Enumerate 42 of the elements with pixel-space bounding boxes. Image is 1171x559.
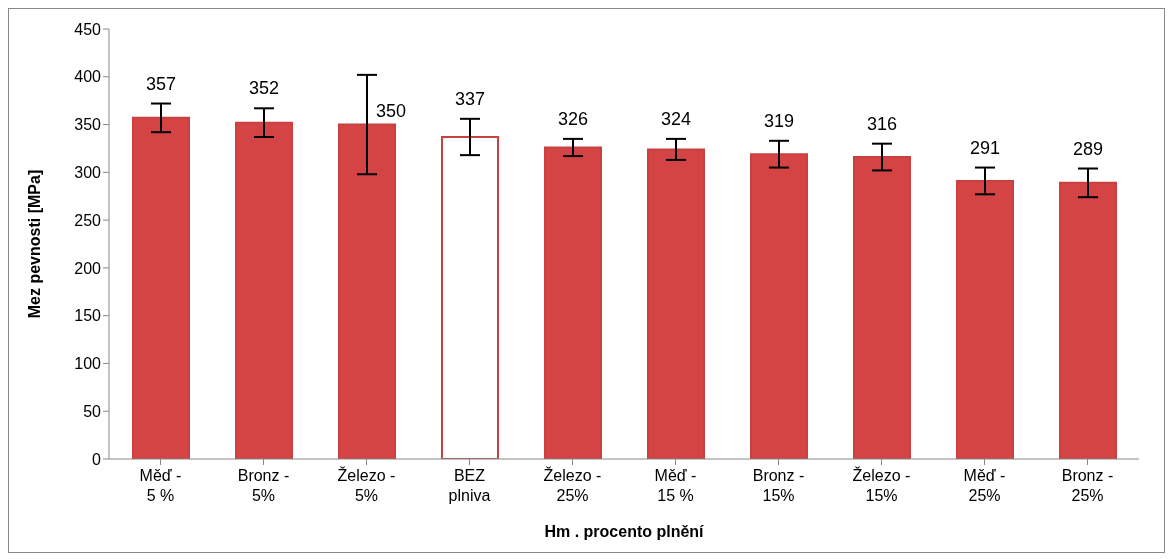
x-tick-label: Železo - 15% (852, 466, 911, 504)
bar (956, 179, 1014, 459)
data-label: 291 (969, 137, 1001, 158)
bar (647, 148, 705, 459)
x-tick-label: BEZ plniva (448, 467, 491, 504)
data-label: 352 (248, 78, 280, 99)
bar (338, 123, 396, 459)
y-tick-label: 400 (74, 68, 102, 86)
bar (235, 121, 293, 459)
x-tick-label: Měď - 5 % (139, 467, 182, 504)
y-tick-label: 350 (74, 116, 102, 134)
data-label: 350 (375, 100, 407, 121)
x-axis-title: Hm . procento plnění (544, 523, 705, 540)
x-tick-label: Bronz - 5% (237, 467, 290, 504)
data-label: 324 (660, 108, 692, 129)
bar (750, 153, 808, 459)
data-label: 316 (866, 113, 898, 134)
y-axis-title: Mez pevnosti [MPa] (25, 169, 43, 319)
bar (544, 146, 602, 459)
data-label: 319 (763, 110, 795, 131)
bar (1059, 181, 1117, 459)
y-tick-label: 450 (74, 20, 102, 38)
y-tick-label: 150 (74, 307, 102, 325)
x-tick-label: Měď - 25% (963, 467, 1006, 504)
x-tick-label: Bronz - 25% (1061, 467, 1114, 504)
data-label: 326 (557, 108, 589, 129)
x-tick-label: Bronz - 15% (752, 467, 805, 504)
data-label: 289 (1072, 138, 1104, 159)
y-tick-label: 200 (74, 259, 102, 277)
data-label: 337 (454, 88, 486, 109)
bar (132, 116, 190, 459)
x-tick-label: Železo - 5% (337, 466, 396, 504)
bar (441, 135, 499, 459)
data-label: 357 (145, 73, 177, 94)
x-tick-label: Měď - 15 % (654, 467, 697, 504)
y-tick-label: 300 (74, 164, 102, 182)
x-tick-label: Železo - 25% (543, 466, 602, 504)
y-tick-label: 50 (83, 402, 102, 420)
y-tick-label: 100 (74, 355, 102, 373)
y-tick-label: 250 (74, 211, 102, 229)
y-tick-label: 0 (92, 450, 102, 468)
bar (853, 156, 911, 459)
